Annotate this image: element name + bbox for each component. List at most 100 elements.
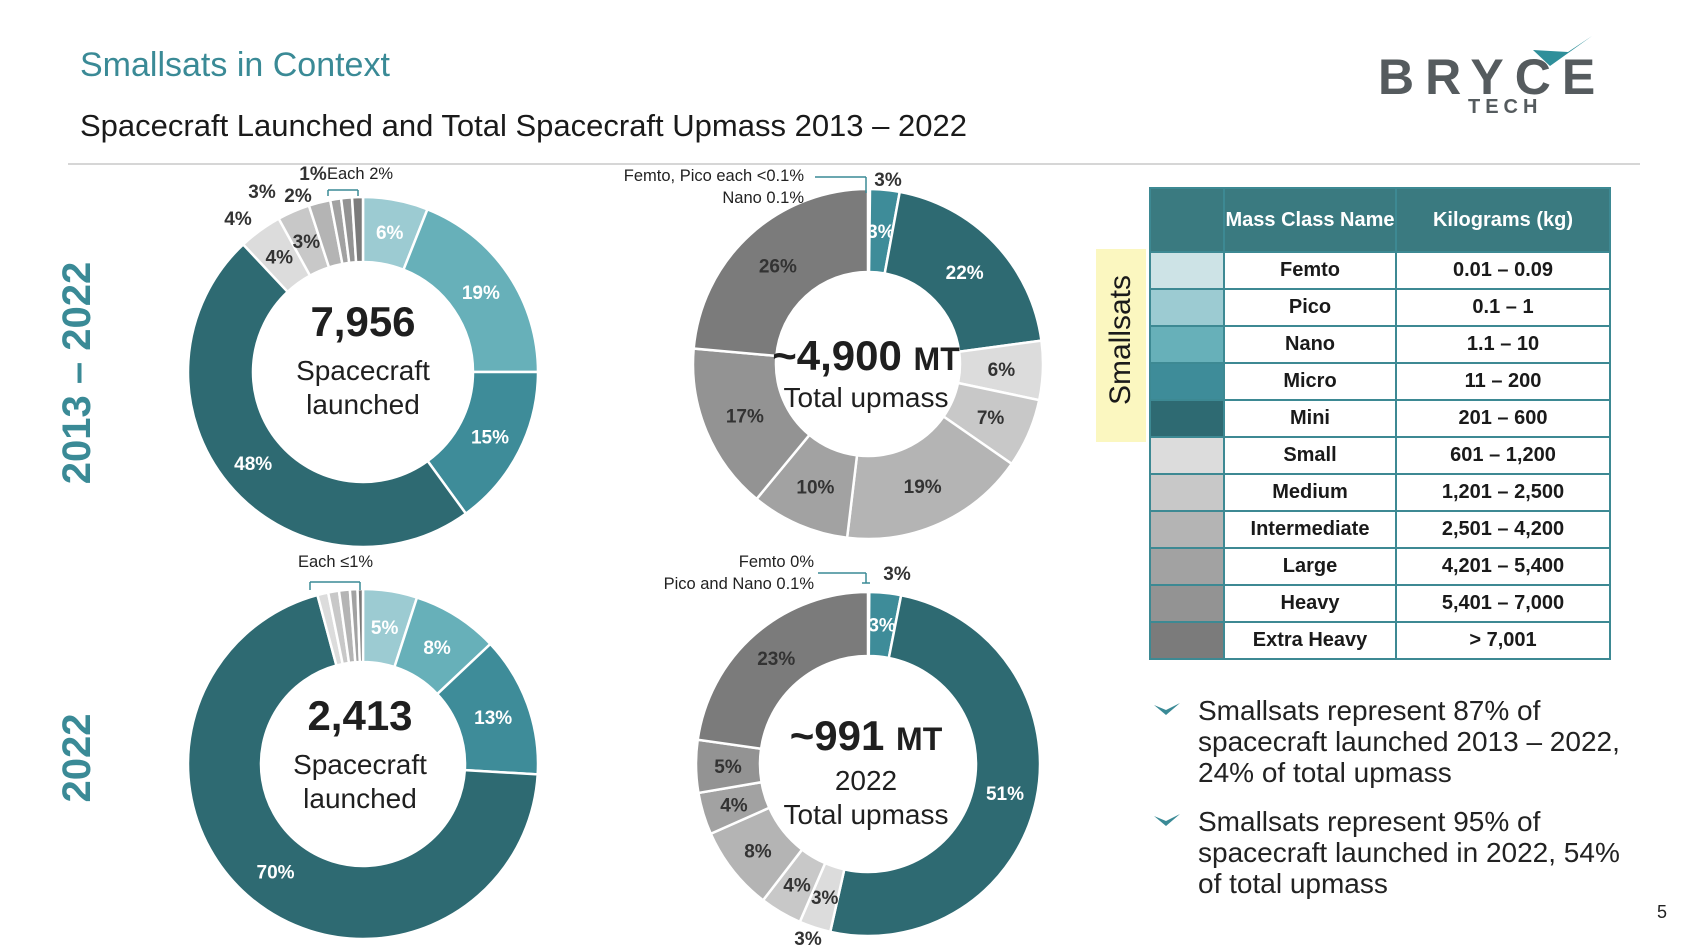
mass-class-name: Femto bbox=[1223, 251, 1397, 290]
chevron-bullet-icon bbox=[1154, 814, 1180, 826]
smallsats-label: Smallsats bbox=[1104, 274, 1137, 406]
slice-label: 6% bbox=[988, 360, 1016, 381]
mass-class-name: Medium bbox=[1223, 473, 1397, 512]
slice-label: 3% bbox=[868, 616, 896, 637]
slice-label: 3% bbox=[248, 182, 276, 203]
table-row: Heavy 5,401 – 7,000 bbox=[1149, 584, 1611, 623]
brand-logo: BRYCE TECH bbox=[1378, 16, 1638, 118]
center-text: 2,413 bbox=[307, 692, 412, 739]
slice-label: 19% bbox=[462, 283, 500, 304]
mass-class-range: > 7,001 bbox=[1395, 621, 1611, 660]
mass-class-table: Mass Class Name Kilograms (kg) Femto 0.01… bbox=[1149, 187, 1611, 660]
color-swatch bbox=[1149, 362, 1225, 401]
table-row: Extra Heavy > 7,001 bbox=[1149, 621, 1611, 660]
slice-label: 13% bbox=[474, 708, 512, 729]
center-text: Spacecraft bbox=[293, 749, 427, 780]
donut-slice bbox=[845, 414, 1014, 541]
mass-class-name: Small bbox=[1223, 436, 1397, 475]
donut-slice bbox=[186, 242, 468, 549]
mass-class-range: 5,401 – 7,000 bbox=[1395, 584, 1611, 623]
table-header-swatch bbox=[1149, 187, 1225, 253]
mass-class-name: Mini bbox=[1223, 399, 1397, 438]
slice-label: 3% bbox=[794, 929, 822, 950]
slice-label: 1% bbox=[299, 164, 327, 185]
mass-class-name: Heavy bbox=[1223, 584, 1397, 623]
center-text: Spacecraft bbox=[296, 355, 430, 386]
mass-class-range: 201 – 600 bbox=[1395, 399, 1611, 438]
table-header-kg: Kilograms (kg) bbox=[1395, 187, 1611, 253]
center-text: ~991 MT bbox=[790, 712, 943, 759]
center-unit: MT bbox=[896, 721, 943, 757]
bullet-item: Smallsats represent 87% of spacecraft la… bbox=[1150, 695, 1650, 788]
center-text: 2022 bbox=[835, 765, 897, 796]
slice-label: 48% bbox=[234, 454, 272, 475]
mass-class-name: Extra Heavy bbox=[1223, 621, 1397, 660]
logo-chevron-icon bbox=[1533, 36, 1592, 66]
slice-label: 4% bbox=[720, 795, 748, 816]
mass-class-name: Micro bbox=[1223, 362, 1397, 401]
table-row: Pico 0.1 – 1 bbox=[1149, 288, 1611, 327]
mass-class-range: 11 – 200 bbox=[1395, 362, 1611, 401]
bullet-text: Smallsats represent 95% of spacecraft la… bbox=[1198, 806, 1620, 899]
donut-slice bbox=[356, 587, 365, 664]
mass-class-range: 1,201 – 2,500 bbox=[1395, 473, 1611, 512]
annotation-text: Nano 0.1% bbox=[722, 189, 804, 207]
color-swatch bbox=[1149, 584, 1225, 623]
slice-label: 5% bbox=[371, 618, 399, 639]
page-title: Smallsats in Context bbox=[80, 46, 390, 84]
mass-class-name: Nano bbox=[1223, 325, 1397, 364]
bullet-item: Smallsats represent 95% of spacecraft la… bbox=[1150, 806, 1650, 899]
logo-subword: TECH bbox=[1468, 96, 1543, 118]
slice-label: 3% bbox=[293, 232, 321, 253]
logo-word: BRYCE bbox=[1378, 49, 1607, 105]
table-row: Small 601 – 1,200 bbox=[1149, 436, 1611, 475]
center-text: launched bbox=[306, 389, 420, 420]
annotation-text: Each ≤1% bbox=[298, 553, 373, 571]
color-swatch bbox=[1149, 325, 1225, 364]
slice-label: 19% bbox=[904, 477, 942, 498]
slice-label: 3% bbox=[811, 888, 839, 909]
slice-label: 70% bbox=[257, 862, 295, 883]
mass-class-range: 601 – 1,200 bbox=[1395, 436, 1611, 475]
slice-label: 3% bbox=[867, 222, 895, 243]
table-row: Medium 1,201 – 2,500 bbox=[1149, 473, 1611, 512]
donut-slice bbox=[828, 593, 1042, 938]
annotation-text: Femto 0% bbox=[739, 553, 815, 571]
slice-label: 4% bbox=[783, 876, 811, 897]
slice-label: 10% bbox=[796, 478, 834, 499]
color-swatch bbox=[1149, 251, 1225, 290]
center-text: ~4,900 MT bbox=[772, 332, 960, 379]
center-text: Total upmass bbox=[784, 799, 949, 830]
slice-label: 8% bbox=[423, 638, 451, 659]
table-row: Mini 201 – 600 bbox=[1149, 399, 1611, 438]
slice-label: 3% bbox=[883, 564, 911, 585]
color-swatch bbox=[1149, 547, 1225, 586]
chevron-bullet-icon bbox=[1154, 703, 1180, 715]
page-number: 5 bbox=[1657, 902, 1668, 922]
slice-label: 51% bbox=[986, 784, 1024, 805]
table-header-name: Mass Class Name bbox=[1223, 187, 1397, 253]
donut-slice bbox=[692, 187, 870, 358]
center-text: 7,956 bbox=[310, 298, 415, 345]
slice-label: 8% bbox=[744, 842, 772, 863]
slice-label: 15% bbox=[471, 428, 509, 449]
slice-label: 2% bbox=[284, 186, 312, 207]
table-row: Intermediate 2,501 – 4,200 bbox=[1149, 510, 1611, 549]
donut-slice bbox=[696, 590, 870, 751]
mass-class-name: Large bbox=[1223, 547, 1397, 586]
annotation-text: Pico and Nano 0.1% bbox=[664, 575, 815, 593]
mass-class-range: 2,501 – 4,200 bbox=[1395, 510, 1611, 549]
table-row: Large 4,201 – 5,400 bbox=[1149, 547, 1611, 586]
color-swatch bbox=[1149, 436, 1225, 475]
bullet-text: Smallsats represent 87% of spacecraft la… bbox=[1198, 695, 1620, 788]
smallsats-bracket: Smallsats bbox=[1096, 249, 1146, 442]
center-text: Total upmass bbox=[784, 382, 949, 413]
slice-label: 26% bbox=[759, 257, 797, 278]
table-row: Femto 0.01 – 0.09 bbox=[1149, 251, 1611, 290]
center-value: ~991 bbox=[790, 712, 896, 759]
slice-label: 5% bbox=[714, 757, 742, 778]
annotation-text: Femto, Pico each <0.1% bbox=[624, 167, 805, 185]
slice-label: 4% bbox=[224, 209, 252, 230]
table-row: Micro 11 – 200 bbox=[1149, 362, 1611, 401]
